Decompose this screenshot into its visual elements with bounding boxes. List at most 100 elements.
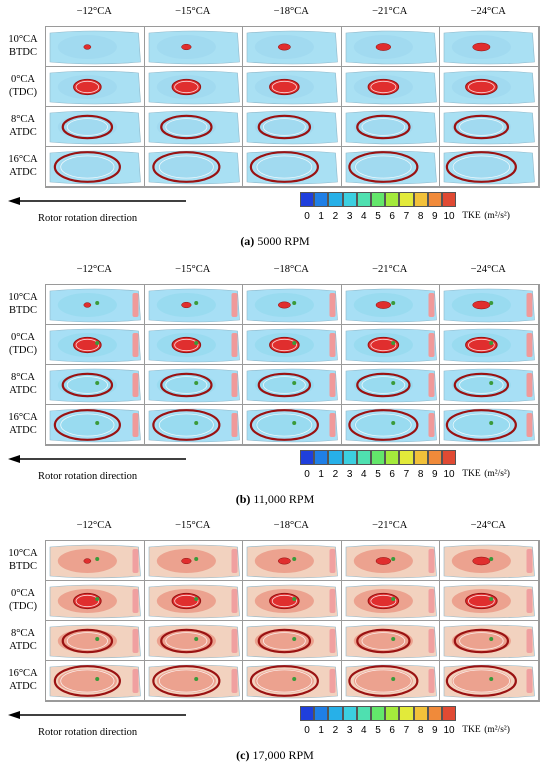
row-header-line1: 0°CA (10, 74, 36, 85)
spark-plug-marker (95, 637, 100, 641)
turbulence-zone (57, 155, 117, 179)
flame-front (347, 151, 418, 183)
flame-front-inner (164, 118, 207, 136)
flame-front-inner (459, 632, 504, 650)
colorbar-tick: 1 (318, 211, 324, 222)
wall-edge-zone (231, 549, 237, 573)
flame-front (269, 592, 300, 610)
colorbar-unit: (m²/s²) (484, 211, 510, 221)
flame-front-inner (271, 594, 297, 608)
flame-kernel (472, 300, 491, 310)
wall-edge-zone (526, 669, 533, 693)
rotation-arrow (8, 455, 186, 463)
contour-cell (243, 581, 342, 621)
row-header: 0°CA (TDC) (1, 73, 45, 99)
colorbar-segment (328, 450, 343, 465)
contour-cell (243, 405, 342, 445)
contour-cell (341, 325, 440, 365)
panel-1: −12°CA −15°CA −18°CA −21°CA −24°CA 10°CA BTDC 0… (0, 4, 550, 260)
colorbar-tick: 9 (432, 725, 438, 736)
turbulence-zone (353, 155, 413, 179)
flame-front-inner (75, 80, 100, 94)
spark-plug-marker (489, 557, 494, 561)
flame-front-inner (256, 413, 313, 437)
wall-edge-zone (526, 589, 533, 613)
wall-edge-zone (132, 669, 139, 693)
flame-kernel (472, 42, 491, 52)
contour-cell (144, 541, 243, 581)
flame-kernel (277, 43, 291, 51)
wall-edge-zone (132, 549, 139, 573)
spark-plug-marker (292, 597, 297, 601)
spark-plug-marker (292, 421, 297, 425)
wall-edge-zone (231, 333, 237, 357)
column-header: −15°CA (175, 6, 211, 17)
wall-edge-zone (329, 293, 336, 317)
column-header: −21°CA (372, 6, 408, 17)
colorbar-segment (399, 192, 414, 207)
flame-front-inner (173, 80, 198, 94)
turbulence-zone (451, 669, 511, 693)
row-header-line2: ATDC (9, 167, 37, 178)
colorbar-tick: 9 (432, 211, 438, 222)
contour-cell (144, 67, 243, 107)
wall-edge-zone (329, 549, 336, 573)
row-header: 10°CA BTDC (1, 291, 45, 317)
colorbar-tick: 5 (375, 725, 381, 736)
spark-plug-marker (489, 421, 494, 425)
wall-edge-zone (526, 549, 533, 573)
contour-grid (45, 540, 540, 702)
colorbar-tick: 1 (318, 469, 324, 480)
wall-edge-zone (329, 629, 336, 653)
spark-plug-marker (193, 677, 198, 681)
wall-edge-zone (526, 293, 533, 317)
wall-edge-zone (428, 293, 434, 317)
column-header: −24°CA (470, 520, 506, 531)
colorbar-tick: 7 (403, 211, 410, 222)
flame-front-inner (361, 632, 405, 650)
row-header-line1: 8°CA (10, 372, 36, 383)
wall-edge-zone (526, 333, 533, 357)
panel-title: 17,000 RPM (252, 748, 314, 762)
contour-cell (46, 541, 145, 581)
flame-front-inner (75, 338, 100, 352)
flame-front (445, 665, 517, 697)
colorbar-tick: 7 (403, 725, 410, 736)
contour-cell (144, 365, 243, 405)
flame-front (171, 592, 201, 610)
flame-kernel (277, 557, 291, 565)
row-header-line1: 16°CA (8, 154, 38, 165)
contour-cell (46, 661, 145, 701)
wall-edge-zone (428, 373, 434, 397)
colorbar-tick: 6 (389, 211, 395, 222)
colorbar-tick: 10 (443, 725, 455, 736)
colorbar-segment (413, 706, 428, 721)
colorbar-tick: 0 (304, 469, 310, 480)
colorbar-tick: 9 (432, 469, 438, 480)
colorbar-segment (427, 450, 442, 465)
flame-front-inner (271, 80, 297, 94)
colorbar-tick: 2 (332, 469, 339, 480)
spark-plug-marker (292, 637, 297, 641)
colorbar-segment (385, 450, 400, 465)
contour-grid (45, 26, 540, 188)
flame-front (453, 372, 510, 398)
contour-cell (341, 405, 440, 445)
flame-front-inner (369, 338, 396, 352)
contour-grid (45, 284, 540, 446)
wall-edge-zone (132, 413, 139, 437)
wall-edge-zone (526, 629, 533, 653)
flame-front-inner (452, 155, 511, 179)
flame-front-inner (452, 413, 511, 437)
column-header: −15°CA (175, 264, 211, 275)
contour-cell (440, 147, 539, 187)
flame-front (151, 665, 220, 697)
colorbar-segment (413, 450, 428, 465)
wall-edge-zone (428, 333, 434, 357)
turbulence-zone (57, 413, 117, 437)
row-header: 8°CA ATDC (1, 627, 45, 653)
panel-letter: (c) (236, 748, 250, 762)
flame-front-inner (173, 338, 198, 352)
row-header-line2: ATDC (9, 127, 37, 138)
wall-edge-zone (329, 373, 336, 397)
